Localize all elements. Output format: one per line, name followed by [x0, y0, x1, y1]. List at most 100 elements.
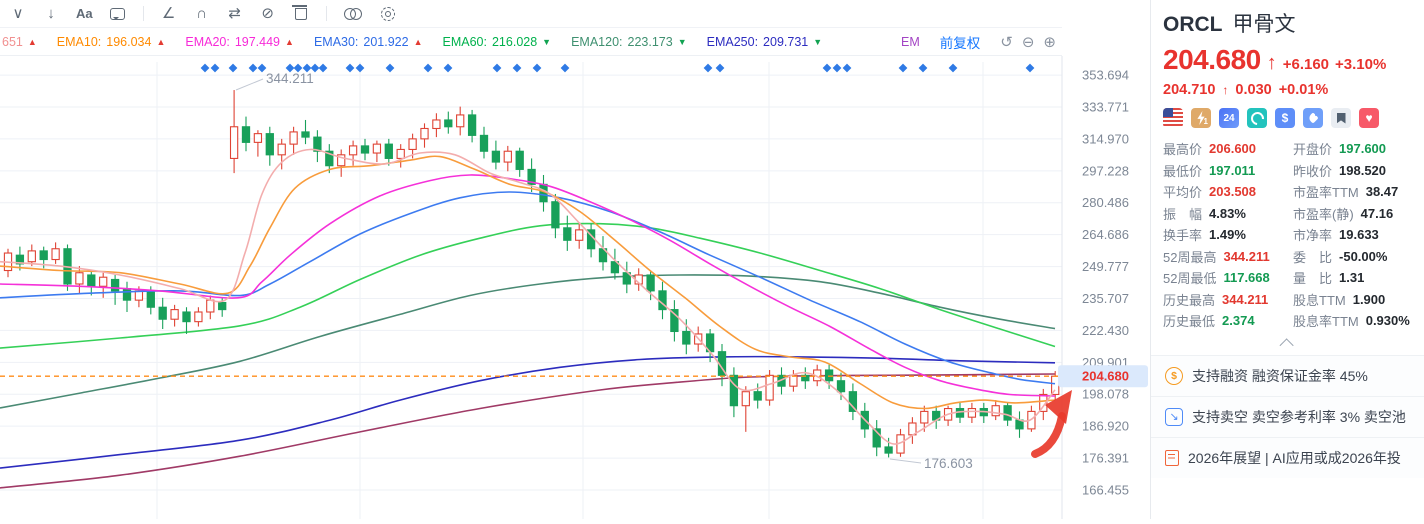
magnet-icon[interactable]: ∩ [196, 5, 208, 22]
event-diamond-marker[interactable] [560, 63, 570, 73]
event-diamond-marker[interactable] [715, 63, 725, 73]
up-triangle-icon: ▲ [285, 36, 294, 47]
info-row[interactable]: $ 支持融资 融资保证金率 45% [1151, 354, 1424, 396]
stat-label: 股息TTM [1293, 292, 1346, 308]
stat-value: 197.600 [1339, 141, 1387, 157]
indicator-value: 197.449 [234, 34, 281, 49]
stat-label: 最高价 [1163, 142, 1203, 158]
stat-item: 市净率 19.633 [1293, 224, 1424, 246]
candlestick [372, 143, 382, 154]
candlestick [920, 410, 929, 424]
info-row[interactable]: ↘ 支持卖空 卖空参考利率 3% 卖空池 [1151, 395, 1424, 437]
event-diamond-marker[interactable] [385, 63, 395, 73]
info-row-text: 支持融资 融资保证金率 45% [1192, 367, 1368, 384]
indicator-ema10: EMA10: 196.034 ▲ [57, 35, 166, 49]
hours-24-badge[interactable]: 24 [1219, 108, 1239, 128]
stat-value: 0.930% [1365, 313, 1410, 329]
event-diamond-marker[interactable] [200, 63, 210, 73]
trash-icon [292, 5, 308, 20]
info-row-text: 2026年展望 | AI应用或成2026年投 [1188, 449, 1401, 466]
event-diamond-marker[interactable] [948, 63, 958, 73]
y-axis-tick: 280.486 [1082, 195, 1129, 210]
undo-icon[interactable]: ↺ [1000, 33, 1013, 51]
comment-icon[interactable] [110, 7, 126, 20]
y-axis-tick: 353.694 [1082, 68, 1129, 83]
stat-label: 股息率TTM [1293, 314, 1359, 330]
y-axis-tick: 176.391 [1082, 451, 1129, 466]
candlestick [789, 374, 798, 387]
event-diamond-marker[interactable] [832, 63, 842, 73]
stat-label: 平均价 [1163, 185, 1203, 201]
event-diamond-marker[interactable] [822, 63, 832, 73]
zoom-out-icon[interactable]: ⊖ [1021, 33, 1035, 51]
candlestick [503, 150, 512, 163]
price-chart-svg[interactable]: 353.694 333.771 314.970 297.228 280.486 264.6… [0, 56, 1150, 519]
indicator-value: 216.028 [491, 34, 538, 49]
indicator-value: 223.173 [627, 34, 673, 49]
tag-badge[interactable] [1303, 108, 1323, 128]
event-diamond-marker[interactable] [355, 63, 365, 73]
stat-value: 47.16 [1360, 205, 1394, 221]
event-diamond-marker[interactable] [345, 63, 355, 73]
price-annotation: 344.211 [266, 71, 314, 86]
indicator-label: EMA60: [442, 34, 487, 49]
text-annotation-icon[interactable]: Aa [76, 6, 93, 21]
chart-area[interactable]: 353.694 333.771 314.970 297.228 280.486 264.6… [0, 56, 1150, 519]
event-diamond-marker[interactable] [318, 63, 328, 73]
chevron-down-icon[interactable]: ∨ [12, 5, 24, 22]
stat-value: 19.633 [1339, 227, 1379, 243]
up-triangle-icon: ▲ [413, 36, 423, 47]
candlestick [229, 126, 239, 159]
event-diamond-marker[interactable] [512, 63, 522, 73]
bolt-level: 1 [1203, 117, 1208, 126]
info-row[interactable]: 2026年展望 | AI应用或成2026年投 [1151, 436, 1424, 478]
candlestick [15, 254, 25, 265]
line-draw-icon[interactable]: ∠ [161, 5, 176, 22]
event-diamond-marker[interactable] [492, 63, 502, 73]
us-flag-badge[interactable] [1163, 108, 1183, 128]
settings-gear-icon[interactable] [380, 6, 396, 21]
hide-drawings-icon[interactable]: ⊘ [261, 5, 274, 22]
event-diamond-marker[interactable] [228, 63, 238, 73]
favorite-heart-badge[interactable]: ♥ [1359, 108, 1379, 128]
ema30-line [0, 191, 1056, 385]
outlook-news-icon [1165, 449, 1179, 466]
candlestick [872, 428, 881, 448]
event-diamond-marker[interactable] [703, 63, 713, 73]
candlestick [444, 119, 453, 128]
event-diamond-marker[interactable] [423, 63, 433, 73]
event-diamond-marker[interactable] [210, 63, 220, 73]
indicator-value: 196.034 [106, 34, 152, 49]
candlestick [182, 311, 191, 323]
lightning-badge[interactable]: 1 [1191, 108, 1211, 128]
cycle-icon[interactable]: ⇄ [228, 5, 241, 22]
ext-price: 204.710 [1163, 82, 1216, 98]
collapse-stats-button[interactable] [1151, 332, 1424, 352]
candlestick [27, 250, 36, 263]
event-diamond-marker[interactable] [918, 63, 928, 73]
event-diamond-marker[interactable] [898, 63, 908, 73]
download-icon[interactable]: ↓ [47, 5, 55, 22]
candlestick [420, 127, 429, 140]
settings-gear-icon [380, 6, 395, 21]
bookmark-badge[interactable] [1331, 108, 1351, 128]
price-annotation: 176.603 [924, 456, 973, 471]
trash-icon[interactable] [292, 5, 309, 20]
zoom-in-icon[interactable]: ⊕ [1043, 33, 1056, 51]
event-diamond-marker[interactable] [532, 63, 542, 73]
event-diamond-marker[interactable] [443, 63, 453, 73]
broker-logo-badge[interactable] [1247, 108, 1267, 128]
stat-item: 历史最低 2.374 [1163, 310, 1289, 332]
event-diamond-marker[interactable] [842, 63, 852, 73]
stock-name: 甲骨文 [1232, 13, 1296, 36]
stat-value: -50.00% [1339, 248, 1388, 264]
candlestick [325, 150, 334, 167]
event-diamond-marker[interactable] [1025, 63, 1035, 73]
ext-change-pct: +0.01% [1278, 82, 1329, 98]
dollar-badge[interactable]: $ [1275, 108, 1295, 128]
event-diamond-marker[interactable] [248, 63, 258, 73]
stock-title: ORCL 甲骨文 [1163, 8, 1424, 38]
candlestick [265, 133, 274, 156]
adjust-mode-selector[interactable]: 前复权 [939, 35, 981, 51]
compare-circles-icon[interactable] [343, 7, 363, 20]
